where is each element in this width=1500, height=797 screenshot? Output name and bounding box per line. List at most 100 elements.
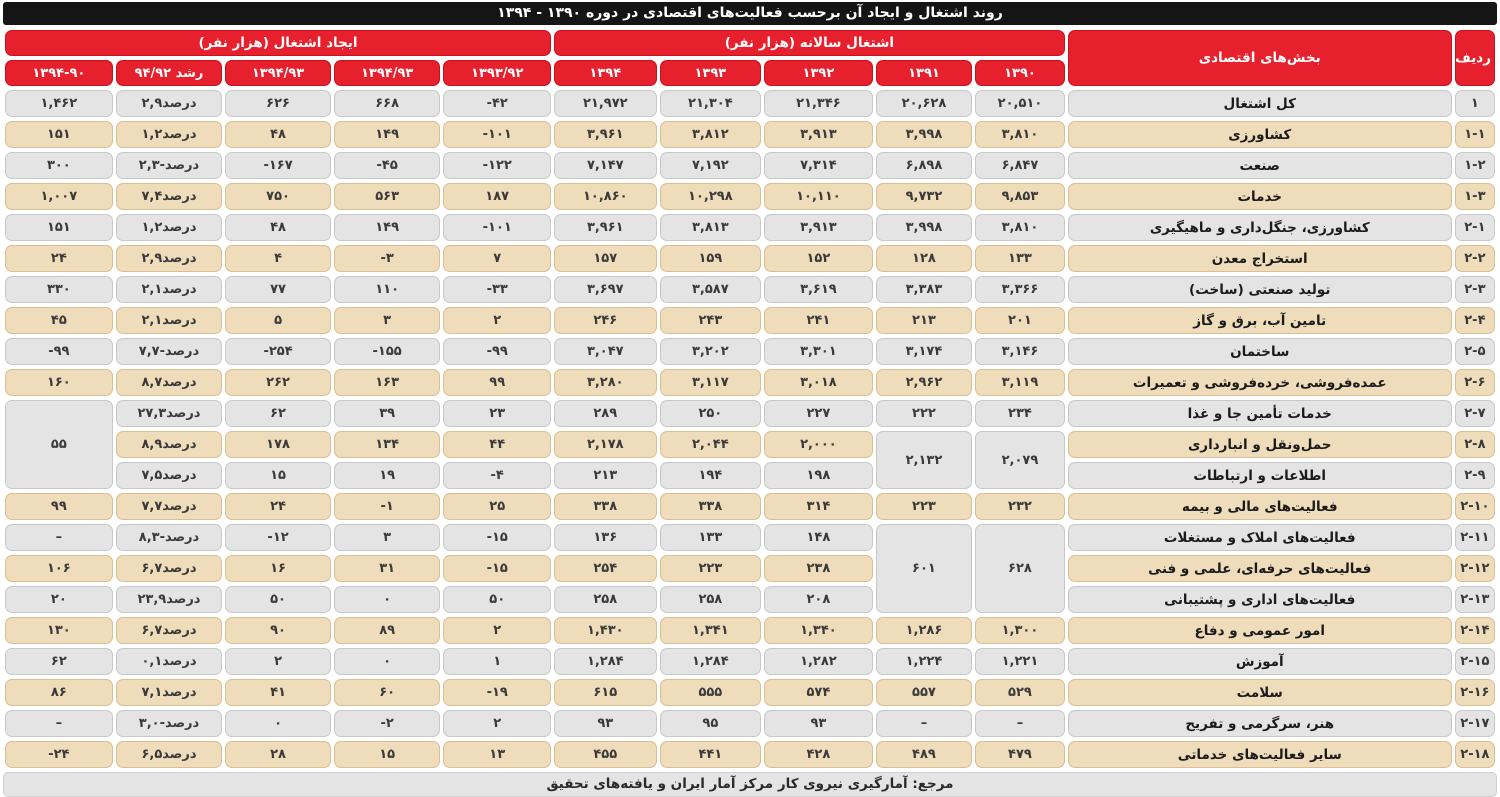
creation-value-cell: ۶,۵درصد [115,741,223,768]
creation-value-cell: ۱,۰۰۷ [5,183,113,210]
annual-value-cell: ۲۸۹ [554,400,657,427]
creation-value-cell: -۱۲۲ [443,152,551,179]
creation-value-cell: ۱۶۳ [333,369,441,396]
table-row: ۱-۳ خدمات ۹,۸۵۳ ۹,۷۳۲ ۱۰,۱۱۰ ۱۰,۲۹۸ ۱۰,۸۶۰ ۱۸۷ ۵… [5,183,1495,210]
annual-value-cell: – [975,710,1065,737]
creation-value-cell: ۲۵ [443,493,551,520]
rank-cell: ۲-۵ [1454,338,1495,365]
annual-value-cell: ۲۳۲ [975,493,1065,520]
creation-value-cell: ۸,۷درصد [115,369,223,396]
creation-value-cell: ۲۸ [225,741,331,768]
creation-value-cell: ۱,۲درصد [115,214,223,241]
year-header-row: ۱۳۹۰ ۱۳۹۱ ۱۳۹۲ ۱۳۹۳ ۱۳۹۴ ۱۳۹۳/۹۲ ۱۳۹۴/۹۳ ۱۳۹۴/۹… [5,60,1495,86]
annual-value-cell: ۳,۸۱۳ [659,214,762,241]
annual-value-cell: ۲,۰۴۴ [659,431,762,458]
creation-value-cell: ۹۹ [5,493,113,520]
rank-cell: ۲-۱۰ [1454,493,1495,520]
annual-value-cell: ۳,۵۸۷ [659,276,762,303]
year-column-header: ۱۳۹۴ [554,60,657,86]
creation-value-cell: ۷,۱درصد [115,679,223,706]
annual-value-cell: ۲۵۸ [554,586,657,613]
annual-value-cell: – [875,710,973,737]
annual-value-cell: ۱,۳۰۰ [975,617,1065,644]
annual-value-cell: ۱۳۶ [554,524,657,551]
creation-value-cell: -۱۹ [443,679,551,706]
annual-value-cell: ۲,۰۰۰ [764,431,873,458]
annual-value-cell: ۱۵۲ [764,245,873,272]
rank-cell: ۲-۷ [1454,400,1495,427]
creation-value-cell: ۱۶۰ [5,369,113,396]
sector-cell: حمل‌ونقل و انبارداری [1067,431,1452,458]
table-row: ۲-۱۸ سایر فعالیت‌های خدماتی ۴۷۹ ۴۸۹ ۴۲۸ ۴۴۱ ۴۵… [5,741,1495,768]
annual-value-cell: ۲۴۱ [764,307,873,334]
annual-value-cell: ۲۲۷ [764,400,873,427]
creation-value-cell: ۵۰ [443,586,551,613]
creation-value-cell: – [5,710,113,737]
creation-value-cell: ۱۶ [225,555,331,582]
rank-cell: ۲-۱۸ [1454,741,1495,768]
sector-cell: فعالیت‌های حرفه‌ای، علمی و فنی [1067,555,1452,582]
sector-cell: عمده‌فروشی، خرده‌فروشی و تعمیرات [1067,369,1452,396]
annual-value-cell: ۴۸۹ [875,741,973,768]
creation-value-cell: ۹۹ [443,369,551,396]
creation-value-cell: ۱۴۹ [333,214,441,241]
creation-value-cell: ۳,۰-درصد [115,710,223,737]
creation-value-cell: -۴۲ [443,90,551,117]
annual-value-cell: ۹۳ [764,710,873,737]
table-row: ۲-۱۴ امور عمومی و دفاع ۱,۳۰۰ ۱,۲۸۶ ۱,۳۴۰ ۱,۳۴… [5,617,1495,644]
sector-cell: اطلاعات و ارتباطات [1067,462,1452,489]
annual-value-cell: ۱۰,۲۹۸ [659,183,762,210]
creation-value-cell: ۶۶۸ [333,90,441,117]
creation-value-cell: – [5,524,113,551]
annual-value-cell: ۹,۸۵۳ [975,183,1065,210]
annual-value-cell: ۲۳۸ [764,555,873,582]
annual-value-cell: ۳,۳۸۳ [875,276,973,303]
creation-value-cell: ۲۳ [443,400,551,427]
annual-value-cell: ۱,۲۸۴ [554,648,657,675]
annual-value-cell: ۱۰,۸۶۰ [554,183,657,210]
sector-cell: کشاورزی [1067,121,1452,148]
annual-value-cell: ۳,۸۱۲ [659,121,762,148]
annual-value-cell: ۱,۴۳۰ [554,617,657,644]
creation-value-cell: ۸,۳-درصد [115,524,223,551]
annual-value-cell: ۳۱۴ [764,493,873,520]
annual-value-cell: ۲۳۴ [975,400,1065,427]
creation-value-cell: ۱۵۱ [5,214,113,241]
creation-value-cell: ۴۵ [5,307,113,334]
creation-value-cell: ۷,۵درصد [115,462,223,489]
annual-value-cell: ۳,۹۹۸ [875,121,973,148]
creation-value-cell: ۲۷,۳درصد [115,400,223,427]
rank-cell: ۲-۱۱ [1454,524,1495,551]
employment-table: ردیف بخش‌های اقتصادی اشتغال سالانه (هزار… [2,26,1498,772]
creation-value-cell: ۲ [443,710,551,737]
creation-value-cell: ۷,۷-درصد [115,338,223,365]
table-row: ۲-۱۷ هنر، سرگرمی و تفریح – –۹۳ ۹۵ ۹۳ ۲ -۲ ۰ ۳,۰-د… [5,710,1495,737]
creation-value-cell: ۶۲ [5,648,113,675]
creation-value-cell: -۱۶۷ [225,152,331,179]
annual-value-cell: ۴۵۵ [554,741,657,768]
annual-value-cell: ۲۰۱ [975,307,1065,334]
annual-value-cell: ۲۱,۳۴۶ [764,90,873,117]
sector-cell: خدمات تأمین جا و غذا [1067,400,1452,427]
creation-value-cell: ۱۸۷ [443,183,551,210]
annual-value-cell: ۱,۳۴۱ [659,617,762,644]
annual-value-cell: ۲۲۲ [875,400,973,427]
annual-value-cell: ۱۴۸ [764,524,873,551]
creation-value-cell: -۱۰۱ [443,121,551,148]
sector-cell: فعالیت‌های مالی و بیمه [1067,493,1452,520]
table-row: ۲-۵ ساختمان ۳,۱۴۶ ۳,۱۷۴ ۳,۳۰۱ ۳,۲۰۲ ۳,۰۴۷ -۹۹ -۱… [5,338,1495,365]
table-row: ۱-۱ کشاورزی ۳,۸۱۰ ۳,۹۹۸ ۳,۹۱۳ ۳,۸۱۲ ۳,۹۶۱ -۱۰۱ ۱… [5,121,1495,148]
annual-value-cell: ۷,۱۴۷ [554,152,657,179]
employment-table-page: روند اشتغال و ایجاد آن برحسب فعالیت‌های … [3,2,1497,797]
sector-cell: کشاورزی، جنگل‌داری و ماهیگیری [1067,214,1452,241]
annual-value-cell: ۱,۲۲۴ [875,648,973,675]
annual-employment-group-header: اشتغال سالانه (هزار نفر) [554,30,1065,56]
creation-value-cell: -۱۰۱ [443,214,551,241]
table-row: ۲-۱۶ سلامت ۵۲۹ ۵۵۷ ۵۷۴ ۵۵۵ ۶۱۵ -۱۹ ۶۰ ۴۱ ۷,۱درصد ۸۶ [5,679,1495,706]
table-row: ۲-۲ استخراج معدن ۱۳۳ ۱۲۸ ۱۵۲ ۱۵۹ ۱۵۷ ۷ -۳ ۴ ۲,۹درص… [5,245,1495,272]
creation-value-cell: ۱۰۶ [5,555,113,582]
annual-value-cell: ۳,۱۷۴ [875,338,973,365]
creation-value-cell: ۷,۷درصد [115,493,223,520]
creation-value-cell: ۲,۳-درصد [115,152,223,179]
table-row: ۲-۴ تامین آب، برق و گاز ۲۰۱ ۲۱۳ ۲۴۱ ۲۴۳ ۲۴۶ ۲ ۳ ۵… [5,307,1495,334]
